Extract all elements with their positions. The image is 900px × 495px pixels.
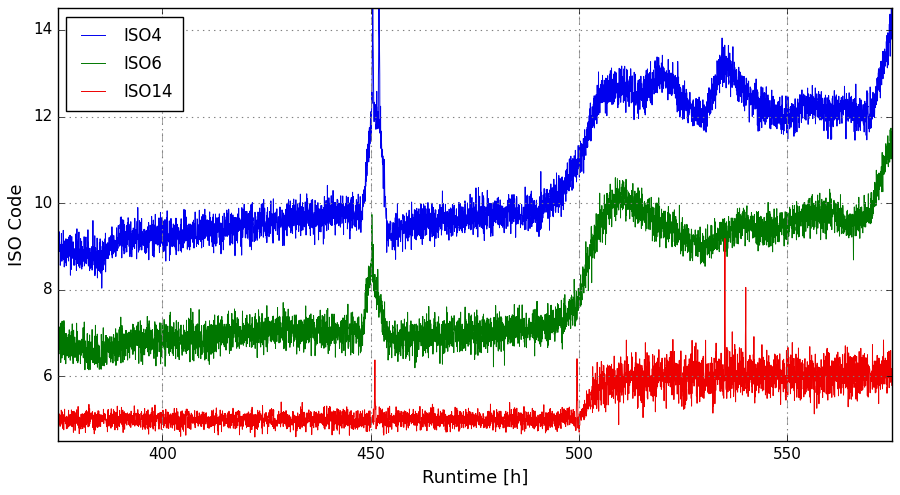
ISO6 (84, 367, 94, 373)
ISO6 (886, 125, 896, 131)
ISO4 (675, 112, 686, 118)
ISO14 (53, 420, 64, 426)
ISO14 (249, 434, 260, 440)
ISO14 (553, 423, 563, 429)
ISO14 (886, 383, 897, 389)
ISO4 (372, 89, 382, 95)
ISO4 (553, 209, 563, 215)
ISO14 (595, 397, 606, 403)
ISO14 (675, 362, 686, 368)
ISO6 (372, 274, 382, 280)
X-axis label: Runtime [h]: Runtime [h] (422, 469, 528, 487)
ISO14 (372, 423, 382, 429)
ISO4 (374, 5, 384, 11)
ISO4 (53, 239, 64, 245)
Line: ISO14: ISO14 (58, 239, 892, 437)
ISO14 (738, 385, 749, 391)
Line: ISO6: ISO6 (58, 128, 892, 370)
ISO6 (675, 234, 686, 240)
ISO6 (886, 129, 897, 135)
ISO14 (204, 419, 215, 425)
ISO4 (738, 74, 749, 80)
ISO4 (96, 285, 107, 291)
ISO6 (553, 301, 563, 307)
ISO6 (204, 343, 215, 348)
ISO6 (595, 239, 606, 245)
ISO4 (886, 35, 897, 41)
ISO14 (719, 236, 730, 242)
ISO4 (204, 209, 215, 215)
Legend: ISO4, ISO6, ISO14: ISO4, ISO6, ISO14 (67, 17, 183, 111)
ISO6 (53, 343, 64, 348)
Line: ISO4: ISO4 (58, 8, 892, 288)
ISO6 (738, 217, 749, 223)
Y-axis label: ISO Code: ISO Code (8, 184, 26, 266)
ISO4 (595, 82, 606, 88)
